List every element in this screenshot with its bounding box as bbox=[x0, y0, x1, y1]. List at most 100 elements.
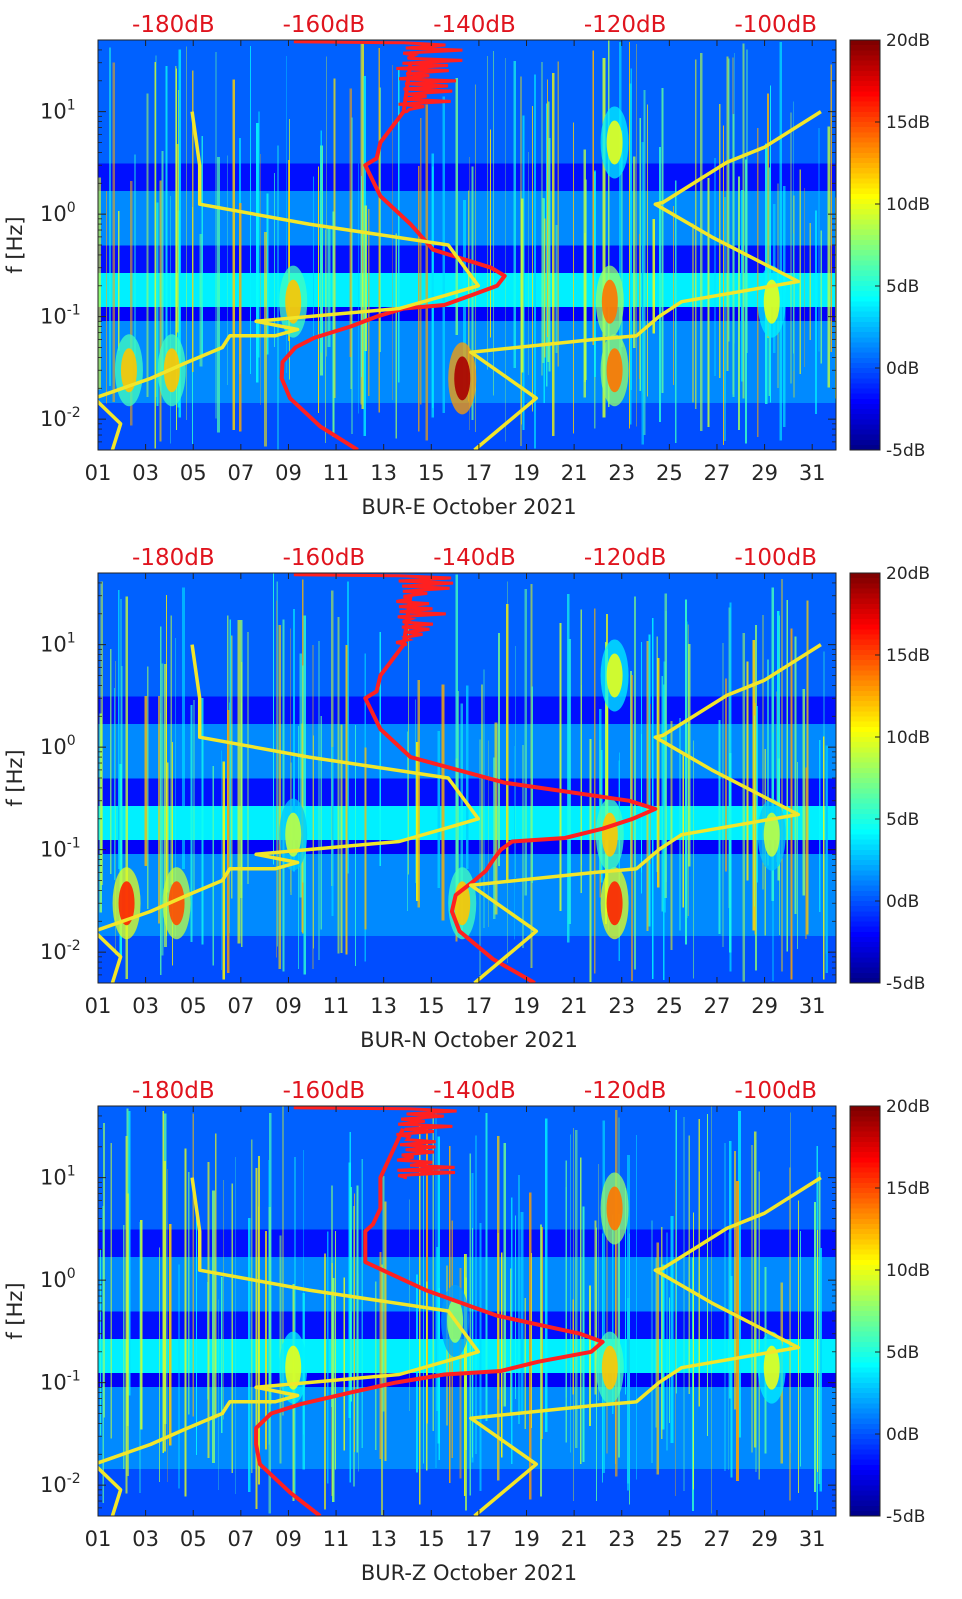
x-tick-label: 11 bbox=[323, 1527, 350, 1551]
x-tick-label: 03 bbox=[132, 1527, 159, 1551]
x-tick-label: 05 bbox=[180, 1527, 207, 1551]
x-tick-label: 13 bbox=[370, 461, 397, 485]
top-db-tick-label: -180dB bbox=[132, 12, 215, 38]
noise-psd-spikes bbox=[293, 40, 463, 114]
colorbar-tick-label: 5dB bbox=[886, 810, 919, 830]
spectrogram-image bbox=[98, 40, 836, 450]
x-tick-label: 29 bbox=[751, 461, 778, 485]
noise-psd-curve bbox=[363, 595, 658, 983]
x-tick-label: 01 bbox=[85, 1527, 112, 1551]
noise-psd-curve bbox=[254, 1127, 605, 1516]
top-db-tick-label: -180dB bbox=[132, 545, 215, 571]
noise-model-curve bbox=[469, 643, 822, 983]
colorbar-tick-label: -5dB bbox=[886, 1507, 925, 1527]
colorbar-tick-label: 20dB bbox=[886, 1097, 930, 1117]
top-db-tick-label: -140dB bbox=[433, 12, 516, 38]
x-tick-label: 05 bbox=[180, 461, 207, 485]
x-axis-label: BUR-Z October 2021 bbox=[361, 1561, 577, 1585]
y-tick-label: 100 bbox=[40, 733, 76, 759]
x-tick-label: 31 bbox=[799, 461, 826, 485]
x-tick-label: 07 bbox=[227, 994, 254, 1018]
x-tick-label: 19 bbox=[513, 461, 540, 485]
y-tick-label: 10-2 bbox=[40, 405, 81, 431]
x-tick-label: 19 bbox=[513, 994, 540, 1018]
x-tick-label: 17 bbox=[466, 461, 493, 485]
y-tick-label: 100 bbox=[40, 200, 76, 226]
x-tick-label: 05 bbox=[180, 994, 207, 1018]
top-db-tick-label: -120dB bbox=[584, 545, 667, 571]
y-axis-label: f [Hz] bbox=[3, 216, 27, 273]
x-tick-label: 27 bbox=[704, 461, 731, 485]
colorbar-tick-label: 20dB bbox=[886, 564, 930, 584]
y-tick-label: 10-2 bbox=[40, 938, 81, 964]
y-axis-label: f [Hz] bbox=[3, 1282, 27, 1339]
x-tick-label: 19 bbox=[513, 1527, 540, 1551]
x-tick-label: 15 bbox=[418, 461, 445, 485]
colorbar-tick-label: 10dB bbox=[886, 728, 930, 748]
x-tick-label: 13 bbox=[370, 994, 397, 1018]
colorbar-tick-label: 20dB bbox=[886, 31, 930, 51]
x-tick-label: 01 bbox=[85, 994, 112, 1018]
x-tick-label: 17 bbox=[466, 994, 493, 1018]
top-db-tick-label: -180dB bbox=[132, 1078, 215, 1104]
noise-model-curve bbox=[98, 1177, 481, 1516]
x-tick-label: 09 bbox=[275, 1527, 302, 1551]
noise-model-curve bbox=[469, 110, 822, 450]
colorbar: 20dB 15dB 10dB 5dB 0dB -5dB bbox=[849, 564, 930, 994]
x-axis-label: BUR-E October 2021 bbox=[361, 495, 576, 519]
top-db-tick-label: -160dB bbox=[283, 12, 366, 38]
top-db-tick-label: -140dB bbox=[433, 545, 516, 571]
colorbar-tick-label: 0dB bbox=[886, 1425, 919, 1445]
x-tick-label: 31 bbox=[799, 1527, 826, 1551]
x-tick-label: 07 bbox=[227, 1527, 254, 1551]
x-tick-label: 21 bbox=[561, 461, 588, 485]
y-tick-label: 10-1 bbox=[40, 1369, 81, 1395]
colorbar-tick-label: 15dB bbox=[886, 113, 930, 133]
top-db-tick-label: -160dB bbox=[283, 1078, 366, 1104]
top-db-tick-label: -120dB bbox=[584, 1078, 667, 1104]
x-tick-label: 29 bbox=[751, 1527, 778, 1551]
top-db-tick-label: -100dB bbox=[734, 1078, 817, 1104]
colorbar-tick-label: 10dB bbox=[886, 195, 930, 215]
y-tick-label: 100 bbox=[40, 1266, 76, 1292]
colorbar-tick-label: 10dB bbox=[886, 1261, 930, 1281]
colorbar-tick-label: 0dB bbox=[886, 359, 919, 379]
x-tick-label: 23 bbox=[608, 461, 635, 485]
x-tick-label: 23 bbox=[608, 994, 635, 1018]
colorbar-tick-label: 5dB bbox=[886, 277, 919, 297]
top-db-tick-label: -100dB bbox=[734, 545, 817, 571]
spectrogram-chart-bur-z: 01 03 05 07 09 11 13 15 17 19 21 23 25 27 29 31 BUR-Z Oc… bbox=[3, 1078, 930, 1585]
x-tick-label: 25 bbox=[656, 1527, 683, 1551]
x-tick-label: 23 bbox=[608, 1527, 635, 1551]
spectrogram-panel-bur-z: 01 03 05 07 09 11 13 15 17 19 21 23 25 27 29 31 BUR-Z Oc… bbox=[0, 1066, 962, 1599]
x-tick-label: 21 bbox=[561, 1527, 588, 1551]
colorbar-tick-label: 0dB bbox=[886, 892, 919, 912]
x-tick-label: 17 bbox=[466, 1527, 493, 1551]
colorbar-tick-label: 15dB bbox=[886, 1179, 930, 1199]
y-tick-label: 101 bbox=[40, 631, 76, 657]
noise-psd-spikes bbox=[293, 573, 454, 647]
y-tick-label: 10-1 bbox=[40, 303, 81, 329]
x-tick-label: 15 bbox=[418, 1527, 445, 1551]
x-tick-label: 01 bbox=[85, 461, 112, 485]
top-db-tick-label: -100dB bbox=[734, 12, 817, 38]
x-tick-label: 03 bbox=[132, 994, 159, 1018]
noise-model-curve bbox=[469, 1176, 822, 1516]
x-tick-label: 15 bbox=[418, 994, 445, 1018]
noise-model-curve bbox=[98, 644, 481, 983]
colorbar: 20dB 15dB 10dB 5dB 0dB -5dB bbox=[849, 31, 930, 461]
x-tick-label: 25 bbox=[656, 994, 683, 1018]
colorbar-tick-label: 15dB bbox=[886, 646, 930, 666]
noise-psd-curve bbox=[279, 62, 507, 450]
colorbar-tick-label: -5dB bbox=[886, 441, 925, 461]
noise-model-curve bbox=[98, 111, 481, 450]
x-tick-label: 13 bbox=[370, 1527, 397, 1551]
colorbar: 20dB 15dB 10dB 5dB 0dB -5dB bbox=[849, 1097, 930, 1527]
y-tick-label: 10-1 bbox=[40, 836, 81, 862]
x-tick-label: 07 bbox=[227, 461, 254, 485]
x-tick-label: 31 bbox=[799, 994, 826, 1018]
x-tick-label: 25 bbox=[656, 461, 683, 485]
x-axis-label: BUR-N October 2021 bbox=[360, 1028, 578, 1052]
spectrogram-chart-bur-n: 01 03 05 07 09 11 13 15 17 19 21 23 25 27 29 31 BUR-N Oc… bbox=[3, 545, 930, 1052]
